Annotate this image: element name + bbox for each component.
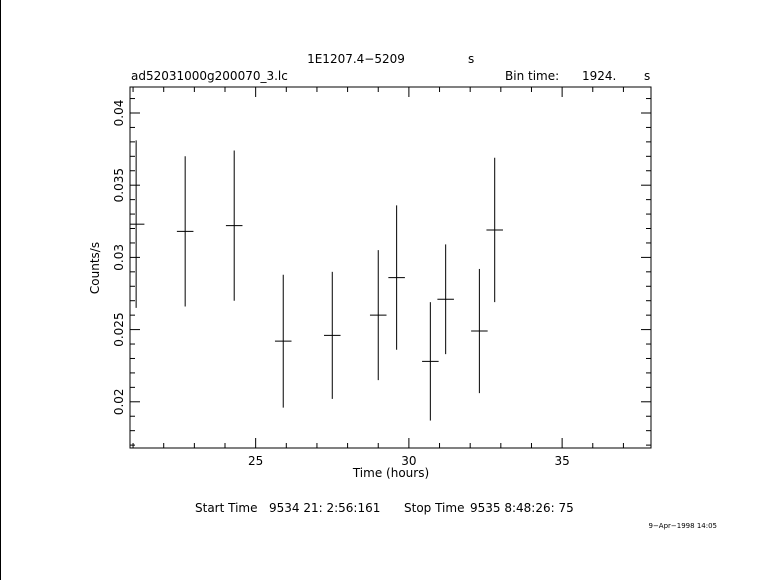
chart-title-suffix: s bbox=[468, 52, 474, 66]
plot-frame bbox=[129, 86, 652, 449]
y-tick-label: 0.04 bbox=[112, 100, 126, 127]
start-time-value: 9534 21: 2:56:161 bbox=[269, 501, 380, 515]
data-points-layer bbox=[130, 140, 503, 421]
data-point bbox=[323, 271, 341, 399]
data-point bbox=[369, 250, 387, 381]
data-point bbox=[176, 156, 194, 307]
data-point bbox=[130, 140, 145, 308]
data-point bbox=[388, 205, 405, 350]
x-tick-label: 30 bbox=[401, 454, 416, 468]
left-border bbox=[0, 0, 1, 580]
y-tick-label: 0.025 bbox=[112, 312, 126, 346]
y-tick-label: 0.035 bbox=[112, 168, 126, 202]
data-point bbox=[422, 302, 439, 421]
stop-time-label: Stop Time bbox=[404, 501, 464, 515]
bin-time-unit: s bbox=[644, 69, 650, 83]
y-tick-label: 0.02 bbox=[112, 388, 126, 415]
ticks-layer bbox=[130, 87, 651, 448]
y-tick-label: 0.03 bbox=[112, 244, 126, 271]
bin-time-label: Bin time: bbox=[505, 69, 559, 83]
data-point bbox=[225, 150, 243, 301]
data-point bbox=[437, 244, 454, 355]
x-tick-label: 35 bbox=[554, 454, 569, 468]
tick-labels-layer: 25 30 35 0.02 0.025 0.03 0.035 0.04 bbox=[112, 100, 570, 468]
start-time-label: Start Time bbox=[195, 501, 258, 515]
plot-timestamp: 9−Apr−1998 14:05 bbox=[648, 522, 717, 530]
data-point bbox=[471, 268, 488, 394]
x-axis-label: Time (hours) bbox=[352, 466, 429, 480]
file-label: ad52031000g200070_3.lc bbox=[131, 69, 288, 83]
y-axis-label: Counts/s bbox=[88, 242, 102, 294]
x-tick-label: 25 bbox=[248, 454, 263, 468]
data-point bbox=[486, 157, 503, 303]
data-point bbox=[274, 274, 292, 408]
chart-title: 1E1207.4−5209 bbox=[307, 52, 405, 66]
stop-time-value: 9535 8:48:26: 75 bbox=[470, 501, 574, 515]
bin-time-value: 1924. bbox=[582, 69, 616, 83]
